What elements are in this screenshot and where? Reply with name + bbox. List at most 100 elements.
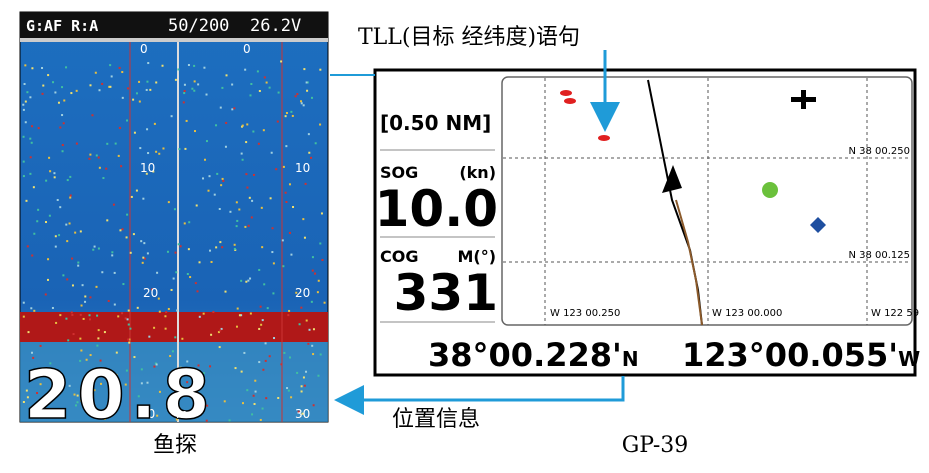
speckle bbox=[247, 279, 250, 282]
speckle bbox=[272, 262, 275, 265]
speckle bbox=[79, 337, 82, 340]
speckle bbox=[247, 224, 250, 227]
speckle bbox=[287, 389, 290, 392]
speckle bbox=[141, 261, 144, 264]
speckle bbox=[210, 333, 213, 336]
speckle bbox=[62, 122, 65, 125]
speckle bbox=[65, 317, 68, 320]
longitude: 123°00.055'W bbox=[682, 336, 920, 374]
speckle bbox=[242, 402, 245, 405]
speckle bbox=[246, 186, 249, 189]
speckle bbox=[167, 201, 170, 204]
speckle bbox=[284, 191, 287, 194]
speckle bbox=[234, 248, 237, 251]
speckle bbox=[258, 361, 261, 364]
speckle bbox=[142, 256, 145, 259]
speckle bbox=[265, 81, 268, 84]
cog-label: COG bbox=[380, 247, 418, 266]
speckle bbox=[215, 124, 218, 127]
speckle bbox=[285, 200, 288, 203]
speckle bbox=[250, 216, 253, 219]
speckle bbox=[183, 83, 186, 86]
speckle bbox=[55, 321, 58, 324]
speckle bbox=[280, 60, 283, 63]
speckle bbox=[202, 177, 205, 180]
speckle bbox=[219, 241, 222, 244]
speckle bbox=[132, 98, 135, 101]
speckle bbox=[233, 107, 236, 110]
speckle bbox=[89, 409, 92, 412]
speckle bbox=[300, 102, 303, 105]
speckle bbox=[177, 68, 180, 71]
speckle bbox=[176, 309, 179, 312]
speckle bbox=[66, 240, 69, 243]
lat-label: N 38 00.250 bbox=[848, 146, 910, 157]
speckle bbox=[68, 384, 71, 387]
speckle bbox=[219, 106, 222, 109]
latitude: 38°00.228'N bbox=[428, 336, 639, 374]
speckle bbox=[22, 175, 25, 178]
speckle bbox=[22, 160, 25, 163]
speckle bbox=[308, 151, 311, 154]
speckle bbox=[82, 317, 85, 320]
speckle bbox=[284, 115, 287, 118]
speckle bbox=[95, 154, 98, 157]
speckle bbox=[268, 86, 271, 89]
speckle bbox=[177, 386, 180, 389]
speckle bbox=[26, 245, 29, 248]
speckle bbox=[234, 367, 237, 370]
speckle bbox=[169, 355, 172, 358]
speckle bbox=[285, 112, 288, 115]
speckle bbox=[276, 120, 279, 123]
speckle bbox=[203, 158, 206, 161]
speckle bbox=[238, 314, 241, 317]
speckle bbox=[73, 393, 76, 396]
depth-scale: 10 bbox=[295, 161, 310, 175]
speckle bbox=[286, 387, 289, 390]
speckle bbox=[231, 108, 234, 111]
speckle bbox=[66, 179, 69, 182]
speckle bbox=[240, 370, 243, 373]
fish-icon bbox=[598, 135, 610, 141]
speckle bbox=[162, 147, 165, 150]
speckle bbox=[175, 271, 178, 274]
track bbox=[675, 199, 703, 326]
speckle bbox=[158, 310, 161, 313]
speckle bbox=[59, 206, 62, 209]
speckle bbox=[215, 246, 218, 249]
speckle bbox=[70, 92, 73, 95]
speckle bbox=[252, 130, 255, 133]
speckle bbox=[62, 274, 65, 277]
speckle bbox=[70, 311, 73, 314]
speckle bbox=[248, 196, 251, 199]
speckle bbox=[300, 100, 303, 103]
speckle bbox=[115, 351, 118, 354]
plotter-area bbox=[501, 76, 913, 326]
speckle bbox=[84, 300, 87, 303]
speckle bbox=[75, 142, 78, 145]
speckle bbox=[218, 346, 221, 349]
speckle bbox=[53, 176, 56, 179]
speckle bbox=[202, 372, 205, 375]
speckle bbox=[220, 327, 223, 330]
speckle bbox=[110, 395, 113, 398]
speckle bbox=[303, 236, 306, 239]
speckle bbox=[68, 222, 71, 225]
speckle bbox=[235, 201, 238, 204]
speckle bbox=[319, 68, 322, 71]
speckle bbox=[157, 297, 160, 300]
speckle bbox=[48, 214, 51, 217]
speckle bbox=[288, 309, 291, 312]
speckle bbox=[121, 96, 124, 99]
speckle bbox=[97, 247, 100, 250]
speckle bbox=[59, 126, 62, 129]
speckle bbox=[27, 331, 30, 334]
speckle bbox=[29, 172, 32, 175]
speckle bbox=[192, 384, 195, 387]
speckle bbox=[258, 90, 261, 93]
speckle bbox=[22, 135, 25, 138]
speckle bbox=[261, 407, 264, 410]
speckle bbox=[287, 314, 290, 317]
speckle bbox=[261, 246, 264, 249]
speckle bbox=[205, 419, 208, 422]
